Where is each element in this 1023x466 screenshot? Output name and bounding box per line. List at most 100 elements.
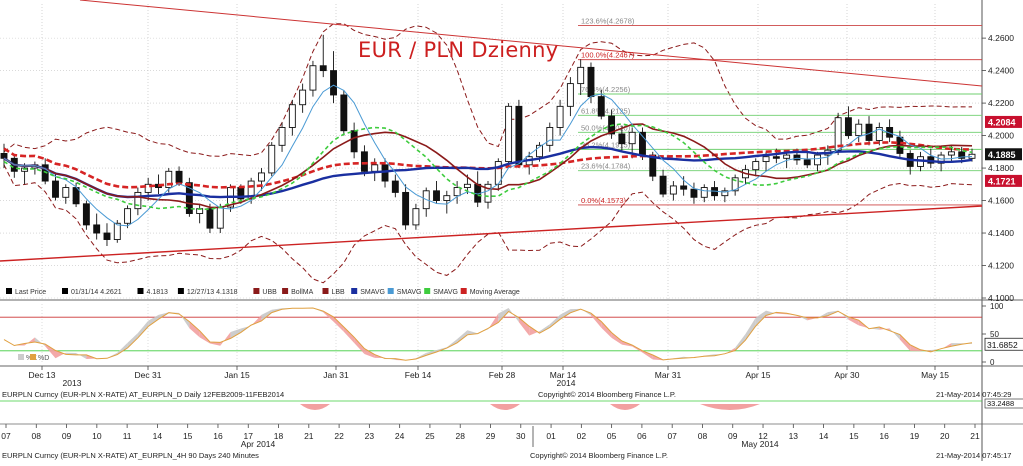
chart-title: EUR / PLN Dzienny — [358, 38, 559, 62]
candle-body — [331, 71, 337, 95]
x-tick-label-intraday: 28 — [455, 431, 465, 441]
osc-tick-label: 50 — [990, 330, 999, 339]
x-tick-label-intraday: 15 — [849, 431, 859, 441]
osc-fill — [138, 321, 148, 338]
x-tick-label-intraday: 10 — [92, 431, 102, 441]
x-tick-label-intraday: 30 — [516, 431, 526, 441]
timestamp: 21-May-2014 07:45:29 — [936, 390, 1011, 399]
legend-swatch — [388, 288, 394, 294]
osc-fill — [128, 333, 138, 348]
candle-body — [310, 66, 316, 90]
osc-fill — [56, 351, 66, 359]
candle-body — [670, 186, 676, 194]
daily-source: EURPLN Curncy (EUR-PLN X-RATE) AT_EURPLN… — [2, 390, 284, 399]
osc-fill — [334, 317, 344, 332]
legend-swatch — [6, 288, 12, 294]
price-tags: 4.2084 4.1885 4.1721 — [985, 116, 1022, 187]
x-tick-label: Apr 15 — [745, 370, 770, 380]
osc-fill — [643, 351, 653, 360]
candle-body — [567, 84, 573, 107]
x-tick-label-intraday: 19 — [910, 431, 920, 441]
candle-body — [784, 155, 790, 158]
candle-body — [681, 186, 687, 189]
candle-body — [773, 157, 779, 159]
x-month-label: May 2014 — [741, 439, 779, 449]
inset-fill — [490, 404, 520, 410]
candle-body — [516, 106, 522, 164]
candle-body — [506, 106, 512, 161]
legend-swatch — [461, 288, 467, 294]
candle-body — [94, 225, 100, 233]
legend-item: SMAVG — [433, 289, 458, 296]
x-tick-label-intraday: 16 — [213, 431, 223, 441]
legend-swatch — [351, 288, 357, 294]
legend-item: BollMA — [291, 289, 314, 296]
candle-body — [856, 124, 862, 135]
candle-body — [547, 127, 553, 145]
x-tick-label: Jan 31 — [323, 370, 349, 380]
osc-fill — [601, 322, 611, 338]
fib-label: 100.0%(4.2467) — [581, 51, 635, 60]
y-tick-label: 4.1400 — [988, 228, 1014, 238]
x-tick-label-intraday: 14 — [819, 431, 829, 441]
x-tick-label-intraday: 29 — [486, 431, 496, 441]
legend-item: 01/31/14 4.2621 — [71, 289, 122, 296]
candle-body — [691, 189, 697, 197]
candle-body — [320, 66, 326, 71]
candle-body — [361, 152, 367, 171]
candle-body — [434, 191, 440, 201]
fibonacci-levels: 123.6%(4.2678)100.0%(4.2467)76.4%(4.2256… — [578, 16, 982, 204]
candle-body — [444, 196, 450, 201]
x-tick-label: Apr 30 — [834, 370, 859, 380]
osc-fill — [756, 311, 766, 327]
x-year-label: 2014 — [557, 378, 576, 388]
candle-body — [403, 192, 409, 224]
inset-fill — [700, 404, 760, 410]
price-tag-value: 4.1885 — [988, 150, 1016, 160]
fib-label: 0.0%(4.1573) — [581, 196, 627, 205]
candle-body — [207, 209, 213, 228]
candle-body — [845, 118, 851, 136]
candle-body — [948, 152, 954, 155]
osc-fill — [344, 327, 354, 343]
legend-swatch — [253, 288, 259, 294]
osc-legend-swatch — [18, 354, 24, 360]
legend-item: LBB — [332, 289, 346, 296]
x-tick-label-intraday: 09 — [728, 431, 738, 441]
candle-body — [114, 223, 120, 239]
x-tick-label-intraday: 09 — [62, 431, 72, 441]
candle-body — [660, 176, 666, 194]
legend-swatch — [62, 288, 68, 294]
candle-body — [176, 171, 182, 182]
legend-item: 4.1813 — [147, 289, 169, 296]
x-tick-label-intraday: 20 — [940, 431, 950, 441]
osc-tick-label: 100 — [990, 302, 1004, 311]
fib-label: 123.6%(4.2678) — [581, 16, 635, 25]
price-tag-value: 4.2084 — [988, 117, 1016, 127]
price-tag-value: 4.1721 — [988, 176, 1016, 186]
osc-value: 31.6852 — [987, 340, 1018, 350]
x-tick-label-intraday: 24 — [395, 431, 405, 441]
x-tick-label-intraday: 15 — [183, 431, 193, 441]
legend-swatch — [138, 288, 144, 294]
candle-body — [83, 204, 89, 225]
candle-body — [701, 188, 707, 198]
osc-legend-d: %D — [38, 355, 49, 362]
timestamp-2: 21-May-2014 07:45:17 — [936, 451, 1011, 460]
copyright-2: Copyright© 2014 Bloomberg Finance L.P. — [530, 451, 668, 460]
legend-swatch — [282, 288, 288, 294]
x-tick-label-intraday: 21 — [304, 431, 314, 441]
candle-body — [351, 131, 357, 152]
x-tick-label-intraday: 23 — [365, 431, 375, 441]
y-tick-label: 4.2600 — [988, 33, 1014, 43]
candle-body — [763, 157, 769, 162]
candle-body — [413, 209, 419, 225]
x-tick-label-intraday: 18 — [274, 431, 284, 441]
legend-swatch — [424, 288, 430, 294]
candle-body — [289, 105, 295, 128]
x-tick-label-intraday: 21 — [970, 431, 980, 441]
candle-body — [135, 192, 141, 208]
candle-body — [598, 97, 604, 116]
